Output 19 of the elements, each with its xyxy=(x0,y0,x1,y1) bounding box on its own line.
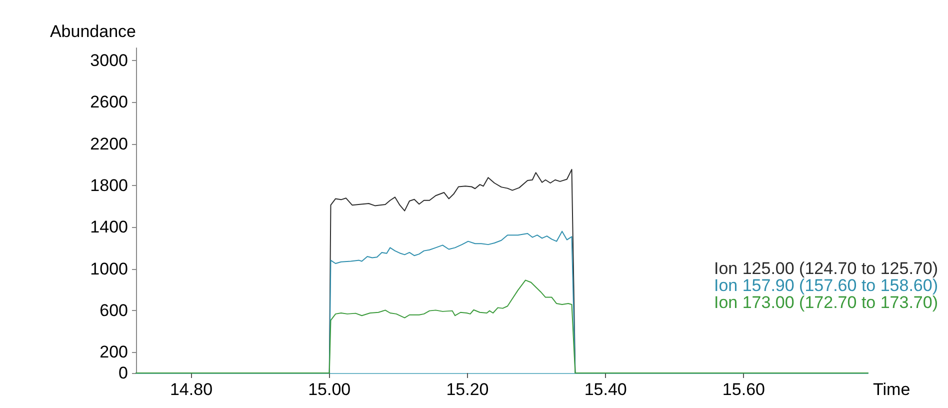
y-axis-title: Abundance xyxy=(50,22,136,41)
y-tick-label: 2600 xyxy=(90,92,128,112)
y-tick-label: 200 xyxy=(100,342,128,362)
y-tick-label: 0 xyxy=(118,364,128,382)
x-axis-title: Time xyxy=(873,380,910,399)
y-tick-label: 600 xyxy=(100,301,128,320)
y-tick-label: 1400 xyxy=(90,218,128,237)
x-tick-label: 14.80 xyxy=(170,380,213,399)
x-tick-label: 15.00 xyxy=(308,380,351,399)
y-tick-label: 3000 xyxy=(90,51,128,70)
y-tick-label: 1000 xyxy=(90,259,128,278)
text: Ion 173.00 (172.70 to 173.70) xyxy=(714,293,938,312)
y-tick-label: 1800 xyxy=(90,176,128,195)
x-tick-label: 15.60 xyxy=(722,380,765,399)
x-tick-label: 15.40 xyxy=(584,380,627,399)
y-tick-label: 2200 xyxy=(90,134,128,154)
text: Ion 157.90 (157.60 to 158.60) xyxy=(714,276,938,295)
text: Ion 125.00 (124.70 to 125.70) xyxy=(714,259,938,278)
x-tick-label: 15.20 xyxy=(446,380,489,399)
